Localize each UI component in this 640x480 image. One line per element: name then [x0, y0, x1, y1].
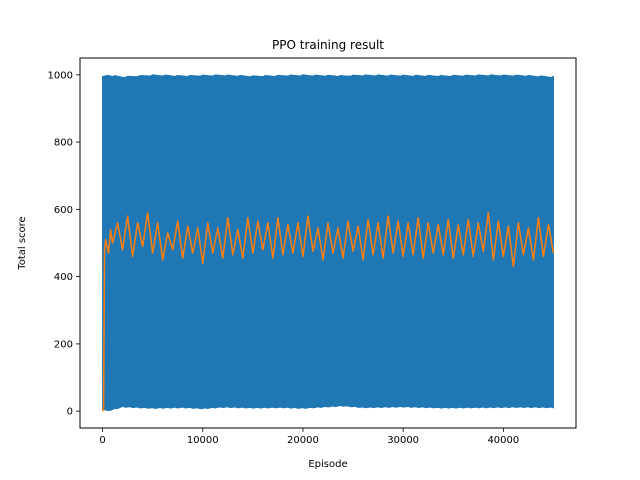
x-tick-label: 40000	[487, 435, 519, 446]
y-tick-label: 600	[54, 205, 73, 216]
y-tick-label: 0	[67, 407, 73, 418]
x-tick-label: 30000	[387, 435, 419, 446]
y-tick-label: 200	[54, 339, 73, 350]
x-tick-label: 20000	[287, 435, 319, 446]
chart-title: PPO training result	[272, 38, 384, 52]
x-axis-title: Episode	[308, 459, 347, 470]
series-1-band	[102, 74, 554, 412]
y-axis: 0 200 400 600 800 1000	[48, 70, 80, 418]
x-tick-label: 10000	[187, 435, 219, 446]
x-axis: 0 10000 20000 30000 40000	[99, 428, 519, 446]
y-tick-label: 400	[54, 272, 73, 283]
y-tick-label: 800	[54, 138, 73, 149]
plot-frame	[79, 57, 577, 429]
plot-area	[101, 74, 555, 412]
y-tick-label: 1000	[48, 70, 73, 81]
series-2-line	[101, 211, 555, 412]
y-axis-title: Total score	[17, 216, 28, 270]
x-tick-label: 0	[99, 435, 105, 446]
